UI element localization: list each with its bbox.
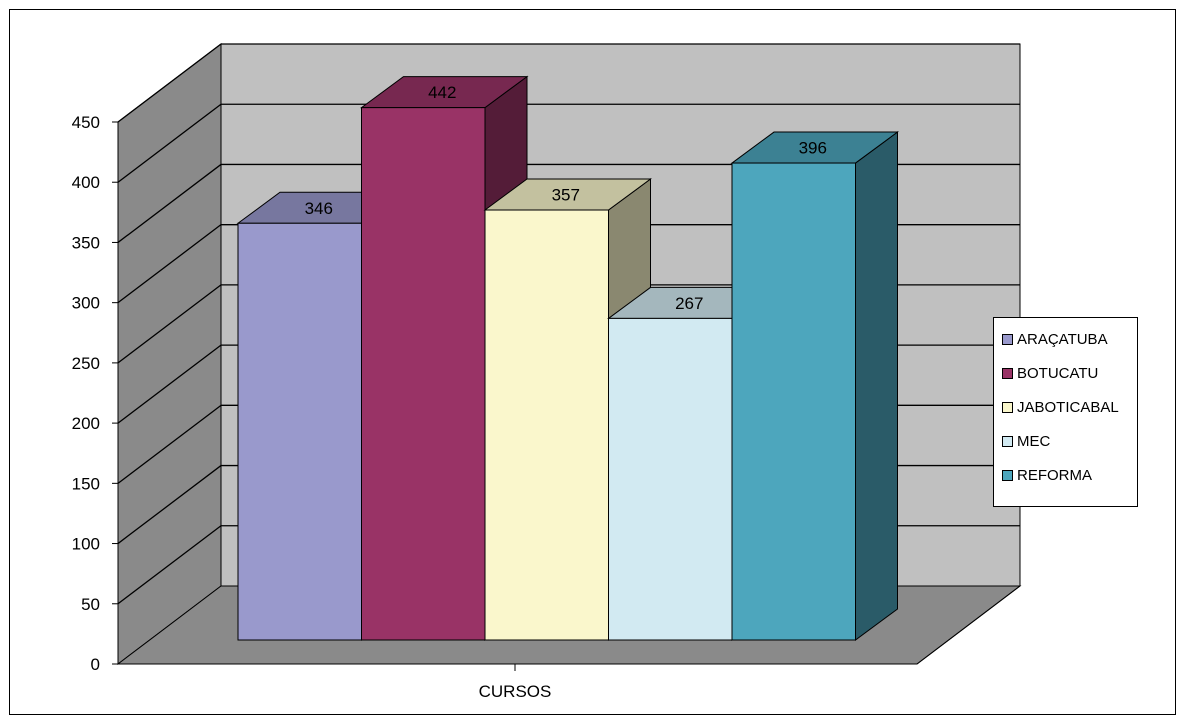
gridline-side — [117, 284, 222, 364]
y-tick-label: 50 — [81, 595, 100, 614]
y-tick-label: 300 — [72, 294, 100, 313]
y-tick-label: 400 — [72, 173, 100, 192]
bar-front — [731, 162, 856, 641]
y-tick-label: 150 — [72, 474, 100, 493]
gridline-side — [117, 404, 222, 484]
legend-item: JABOTICABAL — [1002, 390, 1137, 424]
gridline-side — [117, 344, 222, 424]
legend-swatch — [1002, 367, 1013, 379]
legend-label: REFORMA — [1017, 466, 1092, 484]
x-axis-label: CURSOS — [479, 682, 552, 701]
legend-label: JABOTICABAL — [1017, 398, 1119, 416]
data-label: 346 — [305, 199, 333, 218]
data-label: 357 — [552, 186, 580, 205]
bar-front — [237, 222, 362, 641]
y-tick-label: 250 — [72, 354, 100, 373]
y-axis: 0 50 100 150 200 250 300 350 400 450 — [72, 113, 1021, 674]
bar-front — [608, 317, 733, 641]
gridline-side — [117, 224, 222, 304]
legend-item: REFORMA — [1002, 458, 1137, 492]
gridline-side — [117, 465, 222, 545]
y-tick-label: 0 — [91, 655, 100, 674]
data-labels: 346 442 357 267 396 — [305, 83, 827, 313]
bar-front — [484, 209, 609, 641]
y-tick-label: 100 — [72, 535, 100, 554]
bar-side — [855, 131, 898, 641]
data-label: 442 — [428, 83, 456, 102]
y-tick-label: 200 — [72, 414, 100, 433]
legend: ARAÇATUBA BOTUCATU JABOTICABAL MEC REFORMA — [993, 317, 1138, 507]
data-label: 267 — [675, 294, 703, 313]
gridline-side — [117, 103, 222, 183]
y-tick-label: 450 — [72, 113, 100, 132]
bars — [236, 75, 900, 641]
gridline-side — [117, 43, 222, 123]
gridline-side — [117, 163, 222, 243]
y-tick-label: 350 — [72, 233, 100, 252]
data-label: 396 — [799, 139, 827, 158]
legend-swatch — [1002, 333, 1013, 345]
legend-label: BOTUCATU — [1017, 364, 1099, 382]
bar-reforma — [730, 131, 900, 641]
side-wall — [117, 42, 222, 666]
legend-label: ARAÇATUBA — [1017, 330, 1108, 348]
legend-item: BOTUCATU — [1002, 356, 1137, 390]
legend-swatch — [1002, 435, 1013, 447]
gridline-side — [117, 525, 222, 605]
legend-swatch — [1002, 401, 1013, 413]
legend-item: MEC — [1002, 424, 1137, 458]
legend-swatch — [1002, 469, 1013, 481]
floor-edge — [916, 585, 1021, 665]
bar-front — [361, 107, 486, 641]
legend-label: MEC — [1017, 432, 1051, 450]
legend-item: ARAÇATUBA — [1002, 322, 1137, 356]
